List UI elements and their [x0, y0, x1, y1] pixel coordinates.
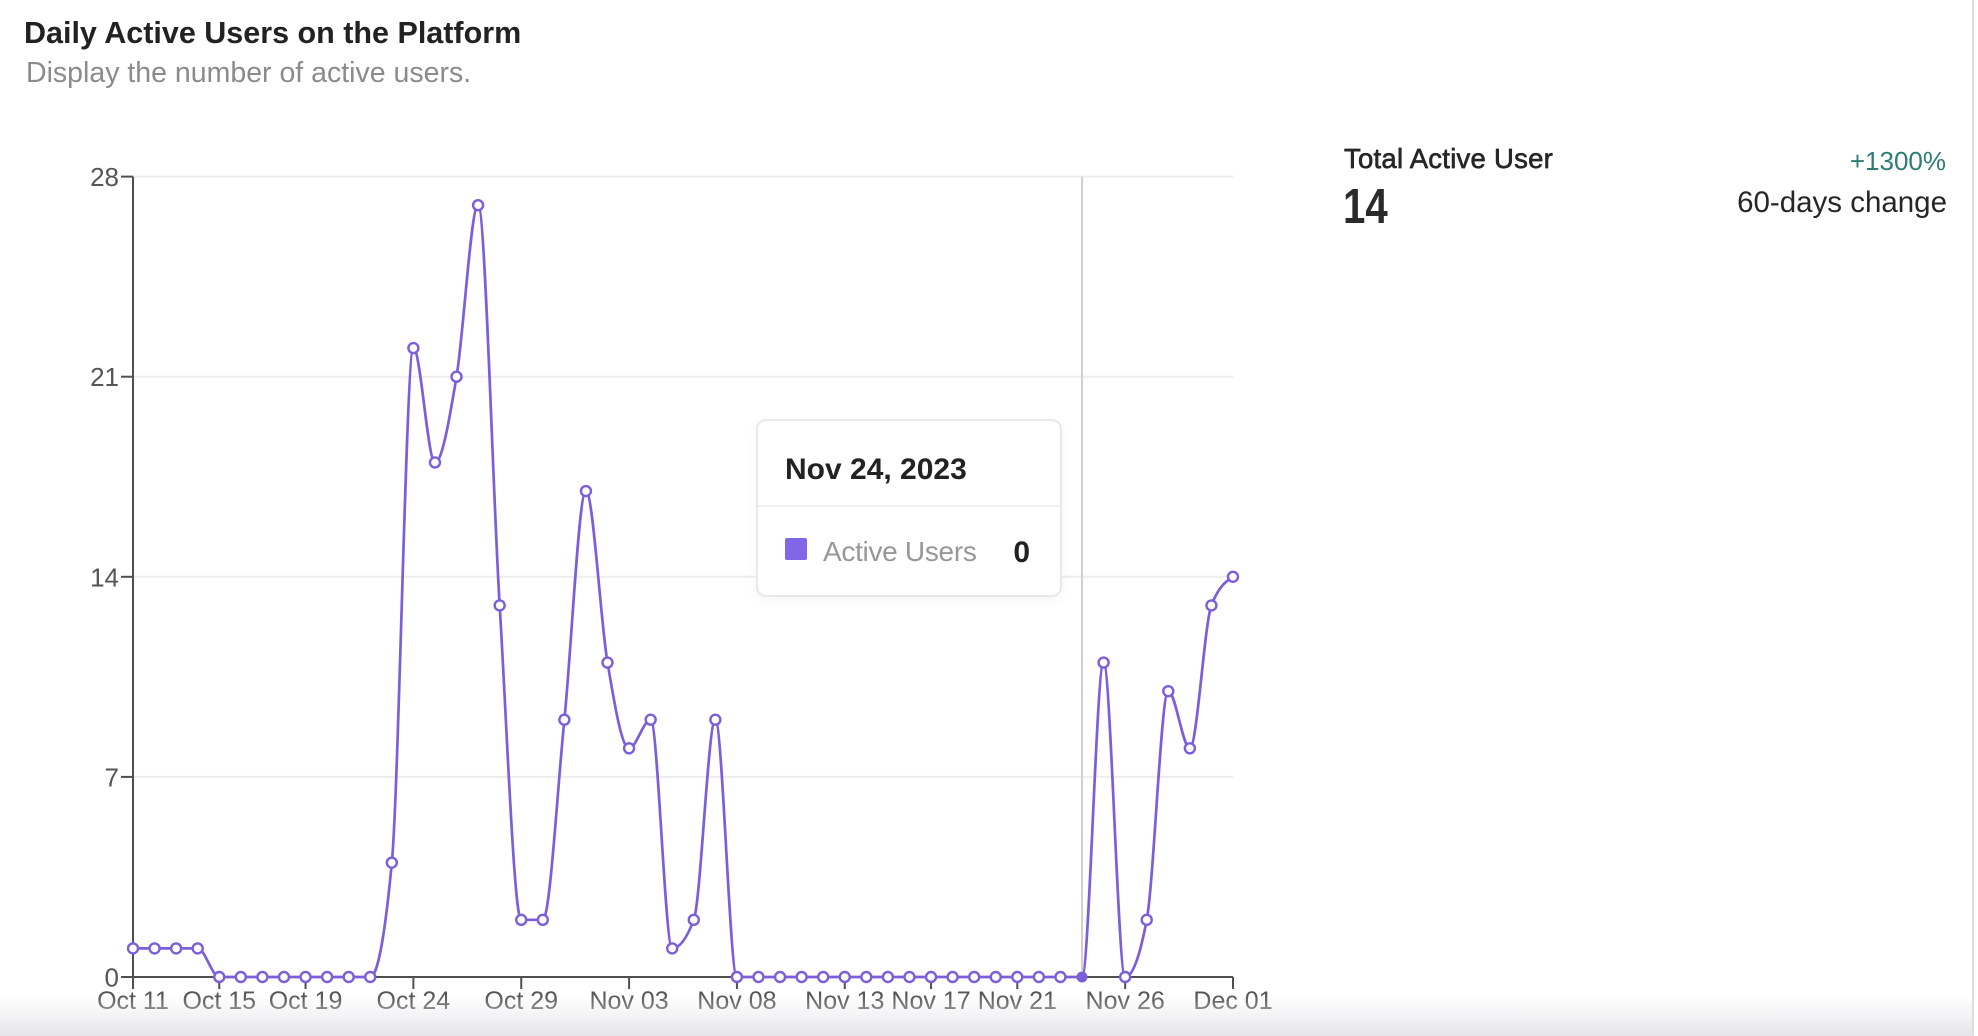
- svg-text:7: 7: [105, 762, 119, 792]
- svg-text:14: 14: [90, 562, 119, 592]
- svg-text:21: 21: [90, 362, 119, 392]
- svg-text:0: 0: [105, 963, 119, 993]
- svg-text:28: 28: [90, 162, 119, 192]
